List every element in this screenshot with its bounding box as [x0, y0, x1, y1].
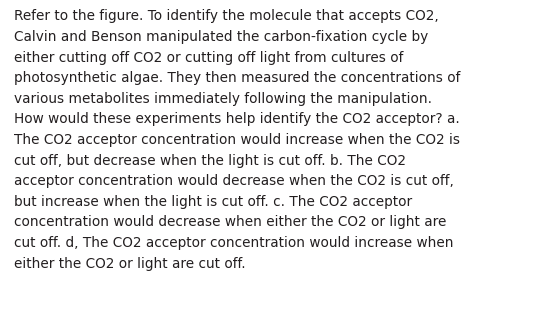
Text: Refer to the figure. To identify the molecule that accepts CO2,
Calvin and Benso: Refer to the figure. To identify the mol…: [14, 9, 460, 271]
